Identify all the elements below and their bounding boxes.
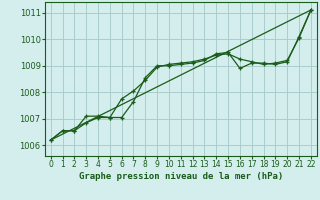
X-axis label: Graphe pression niveau de la mer (hPa): Graphe pression niveau de la mer (hPa) — [79, 172, 283, 181]
